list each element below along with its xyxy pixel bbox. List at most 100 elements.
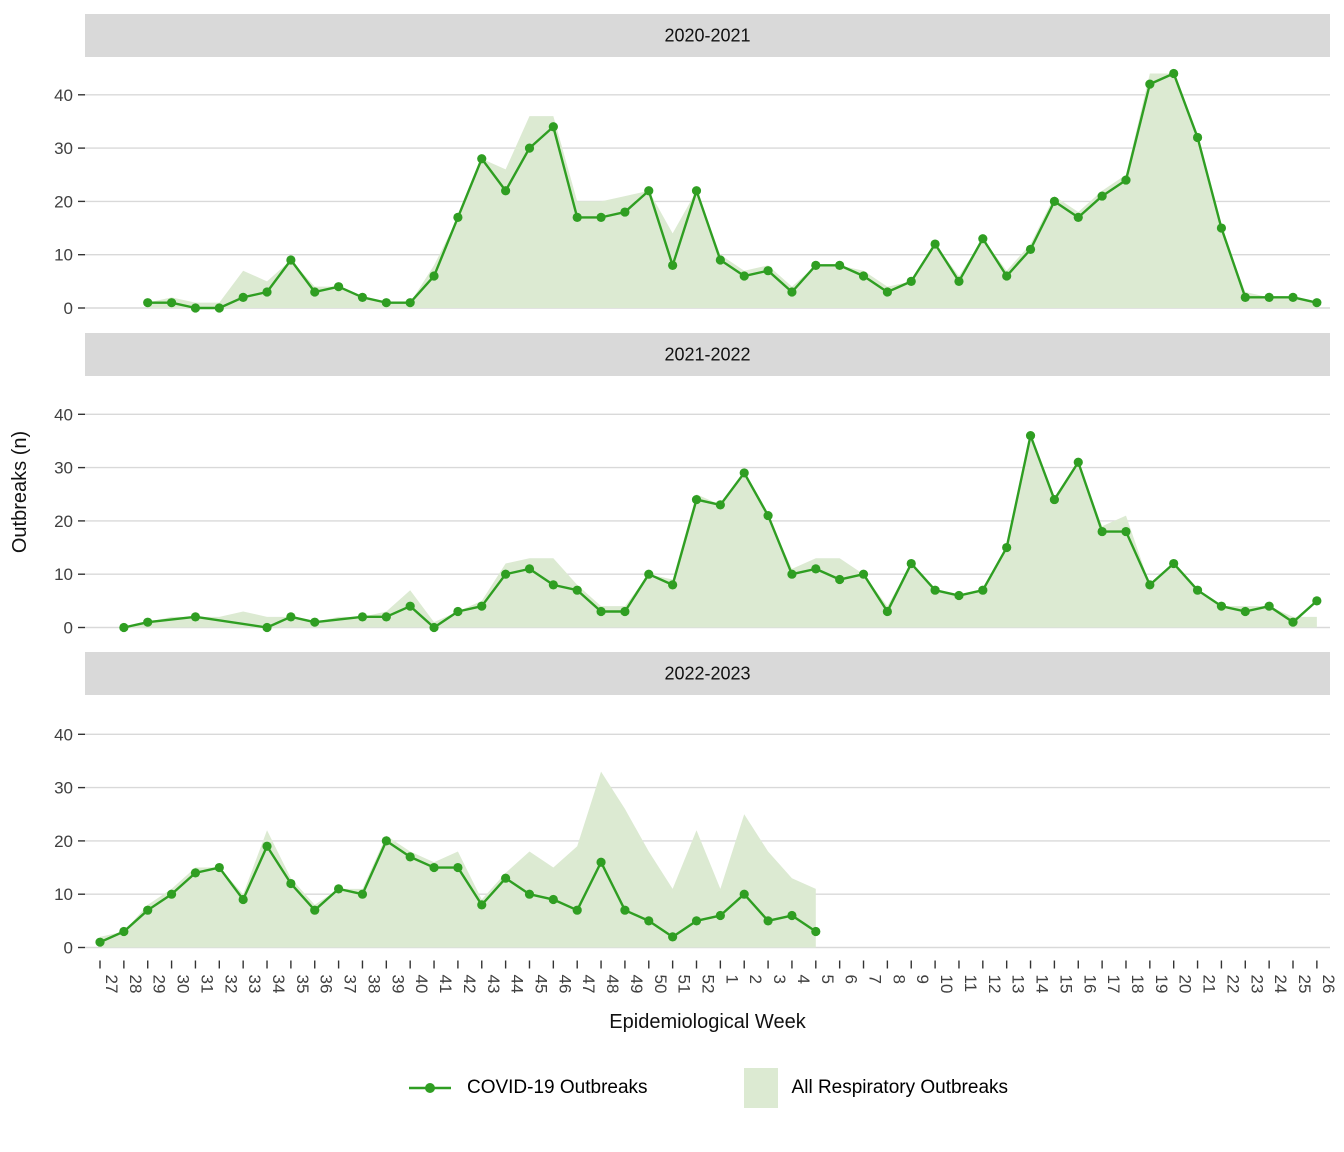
- respiratory-area: [100, 771, 816, 948]
- data-point: [620, 606, 630, 617]
- x-tick-label: 13: [1009, 975, 1028, 994]
- x-tick-label: 26: [1319, 975, 1338, 994]
- data-point: [357, 612, 368, 622]
- x-axis-title: Epidemiological Week: [609, 1011, 806, 1033]
- data-point: [214, 862, 224, 873]
- panel-2021-2022: 2021-2022 0 10 20 30 40: [54, 333, 1330, 638]
- x-tick-label: 27: [102, 975, 121, 994]
- data-point: [1097, 191, 1107, 201]
- data-point: [1073, 457, 1083, 467]
- x-tick-label: 48: [603, 975, 622, 994]
- data-point: [95, 937, 105, 947]
- panel-title: 2022-2023: [664, 664, 750, 684]
- data-point: [1192, 132, 1203, 143]
- data-point: [1002, 271, 1012, 281]
- data-point: [835, 574, 845, 585]
- data-point: [930, 585, 940, 595]
- data-point: [357, 292, 368, 302]
- data-point: [501, 569, 511, 579]
- data-point: [501, 186, 511, 196]
- x-tick-label: 18: [1128, 975, 1147, 994]
- y-axis-title: Outbreaks (n): [9, 431, 31, 553]
- data-point: [548, 580, 558, 590]
- x-tick-label: 34: [269, 975, 288, 994]
- x-tick-label: 52: [699, 975, 718, 994]
- data-point: [668, 260, 678, 270]
- data-point: [644, 916, 654, 926]
- x-tick-label: 1: [722, 975, 741, 984]
- panel-title: 2021-2022: [664, 345, 750, 365]
- covid-line-swatch: [408, 1083, 451, 1093]
- data-point: [453, 606, 463, 617]
- y-tick-label: 30: [54, 139, 73, 158]
- data-point: [596, 212, 606, 222]
- x-tick-label: 44: [508, 975, 527, 994]
- data-point: [238, 292, 248, 302]
- data-point: [763, 510, 773, 521]
- data-point: [715, 910, 725, 921]
- data-point: [906, 558, 916, 569]
- data-point: [644, 569, 654, 579]
- data-point: [1145, 79, 1155, 89]
- respiratory-area: [147, 73, 1317, 308]
- data-point: [858, 271, 869, 281]
- data-point: [1216, 223, 1227, 233]
- data-point: [548, 122, 558, 132]
- data-point: [954, 590, 964, 601]
- x-tick-label: 6: [842, 975, 861, 984]
- data-point: [1002, 542, 1012, 553]
- data-point: [691, 916, 702, 926]
- data-point: [166, 889, 177, 899]
- data-point: [190, 303, 201, 313]
- x-tick-label: 16: [1080, 975, 1099, 994]
- data-point: [477, 154, 487, 164]
- x-tick-label: 45: [531, 975, 550, 994]
- x-tick-label: 20: [1176, 975, 1195, 994]
- data-point: [405, 852, 415, 862]
- data-point: [572, 905, 582, 915]
- data-point: [739, 271, 749, 281]
- data-point: [334, 884, 344, 894]
- x-tick-label: 40: [412, 975, 431, 994]
- y-tick-label: 0: [64, 619, 73, 638]
- x-tick-label: 24: [1271, 975, 1290, 994]
- data-point: [1312, 596, 1322, 606]
- data-point: [310, 617, 320, 627]
- y-tick-label: 0: [64, 939, 73, 958]
- x-tick-label: 10: [937, 975, 956, 994]
- data-point: [668, 580, 678, 590]
- data-point: [357, 889, 368, 899]
- legend-point: [424, 1083, 435, 1093]
- data-point: [1097, 526, 1107, 537]
- x-tick-label: 28: [126, 975, 145, 994]
- data-point: [1121, 175, 1131, 185]
- data-point: [715, 500, 725, 510]
- data-point: [1240, 292, 1250, 302]
- data-point: [381, 836, 391, 846]
- data-point: [310, 287, 320, 297]
- data-point: [119, 926, 129, 937]
- x-tick-label: 14: [1033, 975, 1052, 994]
- x-tick-label: 11: [961, 975, 980, 993]
- data-point: [1145, 580, 1155, 590]
- data-point: [1288, 292, 1298, 302]
- legend-item-covid: COVID-19 Outbreaks: [407, 1077, 648, 1099]
- y-tick-label: 10: [54, 565, 73, 584]
- data-point: [286, 612, 296, 622]
- data-point: [978, 585, 988, 595]
- data-point: [835, 260, 845, 270]
- data-point: [763, 266, 773, 276]
- x-tick-label: 46: [555, 975, 574, 994]
- data-point: [1049, 494, 1059, 505]
- data-point: [668, 932, 678, 942]
- data-point: [143, 905, 153, 915]
- data-point: [978, 234, 988, 244]
- data-point: [143, 617, 153, 627]
- data-point: [286, 255, 296, 265]
- data-point: [787, 910, 797, 921]
- data-point: [715, 255, 725, 265]
- y-tick-label: 40: [54, 86, 73, 105]
- x-tick-label: 32: [221, 975, 240, 994]
- y-tick-label: 20: [54, 832, 73, 851]
